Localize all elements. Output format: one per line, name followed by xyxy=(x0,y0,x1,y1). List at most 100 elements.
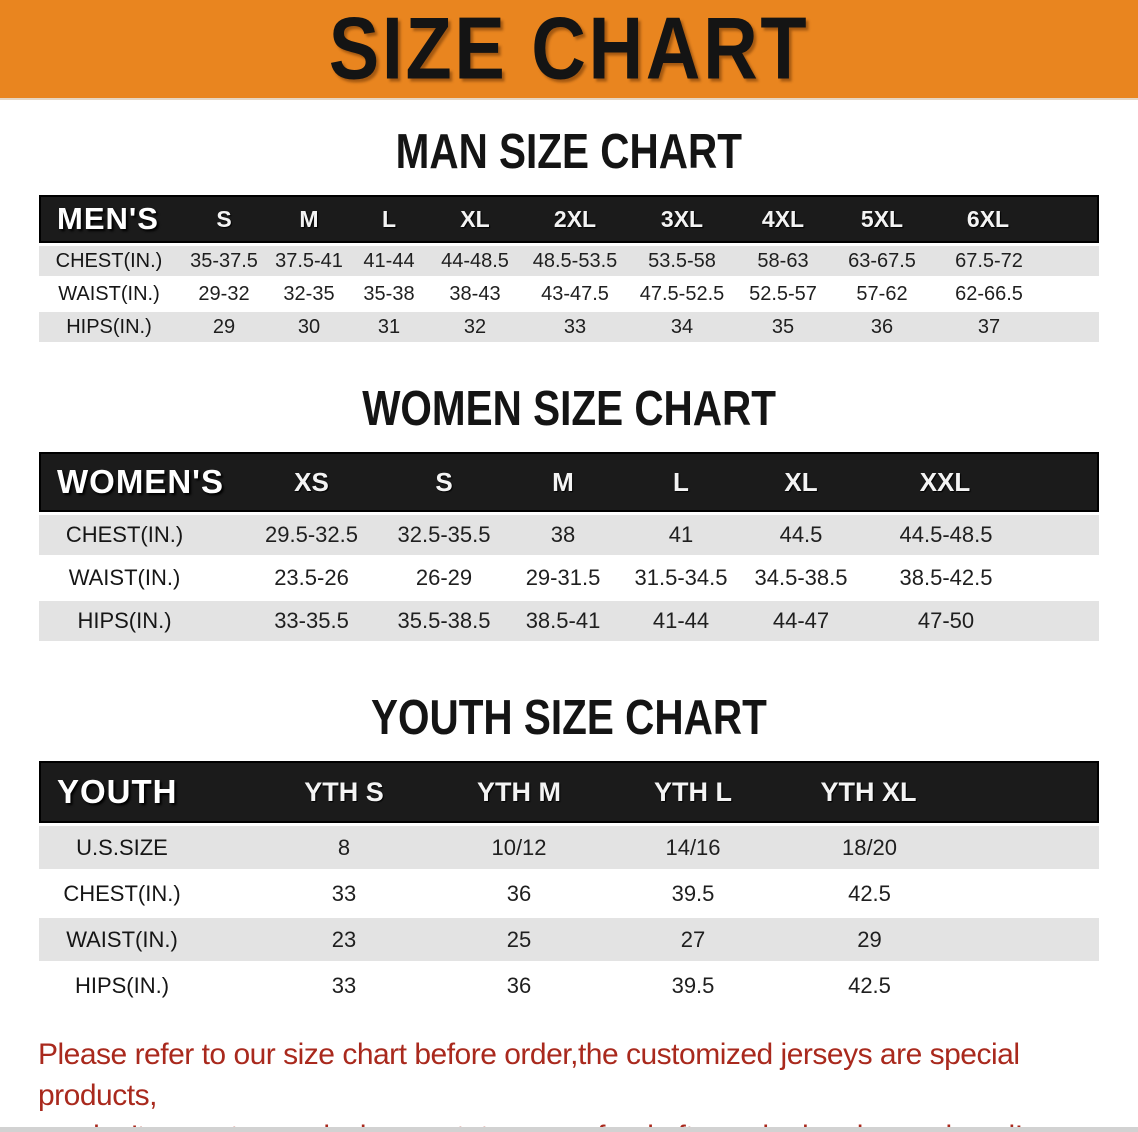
row-label: WAIST(IN.) xyxy=(68,565,181,590)
row-label: U.S.SIZE xyxy=(76,834,168,860)
size-value-cell: 32-35 xyxy=(283,282,335,305)
size-value-cell: 37.5-41 xyxy=(275,249,343,272)
size-value-cell: 29 xyxy=(857,926,882,952)
size-value-cell: 52.5-57 xyxy=(749,282,817,305)
men-chest-row: CHEST(IN.) 35-37.5 37.5-41 41-44 44-48.5… xyxy=(39,246,1099,276)
size-value-cell: 67.5-72 xyxy=(955,249,1023,272)
size-value-cell: 29.5-32.5 xyxy=(265,522,358,547)
row-label: WAIST(IN.) xyxy=(66,926,178,952)
size-value-cell: 41-44 xyxy=(652,608,710,633)
size-value-cell: 10/12 xyxy=(491,834,547,860)
youth-ussize-row: U.S.SIZE 8 10/12 14/16 18/20 xyxy=(39,826,1099,869)
size-column-header: YTH S xyxy=(244,761,444,823)
footer-note: Please refer to our size chart before or… xyxy=(38,1034,1100,1132)
size-value-cell: 32 xyxy=(463,315,487,338)
size-value-cell: 33 xyxy=(331,972,357,998)
size-column-header: L xyxy=(622,452,740,512)
size-value-cell: 44-48.5 xyxy=(441,249,509,272)
women-chest-row: CHEST(IN.) 29.5-32.5 32.5-35.5 38 41 44.… xyxy=(39,515,1099,555)
size-value-cell: 44.5 xyxy=(779,522,823,547)
size-value-cell: 38-43 xyxy=(449,282,501,305)
size-column-header: S xyxy=(384,452,504,512)
size-column-header: M xyxy=(269,195,349,243)
row-label: HIPS(IN.) xyxy=(74,972,170,998)
size-column-header: S xyxy=(179,195,269,243)
youth-waist-row: WAIST(IN.) 23 25 27 29 xyxy=(39,918,1099,961)
footer-line-1: Please refer to our size chart before or… xyxy=(38,1038,1020,1112)
size-value-cell: 39.5 xyxy=(671,972,715,998)
youth-hips-row: HIPS(IN.) 33 36 39.5 42.5 xyxy=(39,964,1099,1007)
youth-chest-row: CHEST(IN.) 33 36 39.5 42.5 xyxy=(39,872,1099,915)
row-label: WAIST(IN.) xyxy=(58,282,160,305)
size-value-cell: 41-44 xyxy=(363,249,415,272)
size-value-cell: 33 xyxy=(563,315,587,338)
size-value-cell: 35-37.5 xyxy=(190,249,258,272)
size-column-header: 3XL xyxy=(629,195,735,243)
men-waist-row: WAIST(IN.) 29-32 32-35 35-38 38-43 43-47… xyxy=(39,279,1099,309)
size-value-cell: 38.5-42.5 xyxy=(899,565,993,590)
size-value-cell: 26-29 xyxy=(415,565,473,590)
size-column-header: YTH M xyxy=(444,761,594,823)
size-column-header: XS xyxy=(239,452,384,512)
size-value-cell: 8 xyxy=(337,834,351,860)
women-header-row: WOMEN'S XS S M L XL XXL xyxy=(39,452,1099,512)
size-value-cell: 30 xyxy=(297,315,321,338)
size-column-header: 4XL xyxy=(735,195,831,243)
size-value-cell: 36 xyxy=(506,880,532,906)
men-header-row: MEN'S S M L XL 2XL 3XL 4XL 5XL 6XL xyxy=(39,195,1099,243)
row-label: HIPS(IN.) xyxy=(77,608,172,633)
size-value-cell: 35-38 xyxy=(363,282,415,305)
size-value-cell: 34.5-38.5 xyxy=(754,565,848,590)
row-label: CHEST(IN.) xyxy=(63,880,181,906)
size-value-cell: 35.5-38.5 xyxy=(397,608,491,633)
size-value-cell: 29-32 xyxy=(198,282,250,305)
size-value-cell: 42.5 xyxy=(848,972,891,998)
size-value-cell: 41 xyxy=(668,522,694,547)
youth-size-table: YOUTH YTH S YTH M YTH L YTH XL U.S.SIZE … xyxy=(39,758,1099,1010)
size-value-cell: 33 xyxy=(331,880,357,906)
women-hips-row: HIPS(IN.) 33-35.5 35.5-38.5 38.5-41 41-4… xyxy=(39,601,1099,641)
women-size-table: WOMEN'S XS S M L XL XXL CHEST(IN.) 29.5-… xyxy=(39,449,1099,644)
size-column-header: 5XL xyxy=(831,195,933,243)
women-waist-row: WAIST(IN.) 23.5-26 26-29 29-31.5 31.5-34… xyxy=(39,558,1099,598)
size-column-header: YTH L xyxy=(594,761,792,823)
youth-header-row: YOUTH YTH S YTH M YTH L YTH XL xyxy=(39,761,1099,823)
men-section-title: MAN SIZE CHART xyxy=(395,123,743,179)
size-column-header: 6XL xyxy=(933,195,1099,243)
size-value-cell: 29-31.5 xyxy=(525,565,601,590)
youth-section-title: YOUTH SIZE CHART xyxy=(371,689,767,745)
row-label: HIPS(IN.) xyxy=(66,315,152,338)
size-value-cell: 25 xyxy=(506,926,532,952)
size-value-cell: 31 xyxy=(377,315,401,338)
size-value-cell: 43-47.5 xyxy=(541,282,609,305)
size-value-cell: 39.5 xyxy=(671,880,715,906)
size-column-header: XL xyxy=(429,195,521,243)
size-value-cell: 44.5-48.5 xyxy=(899,522,993,547)
row-label: CHEST(IN.) xyxy=(55,249,163,272)
size-value-cell: 48.5-53.5 xyxy=(532,249,618,272)
men-hips-row: HIPS(IN.) 29 30 31 32 33 34 35 36 37 xyxy=(39,312,1099,342)
size-value-cell: 62-66.5 xyxy=(955,282,1023,305)
size-column-header: 2XL xyxy=(521,195,629,243)
size-value-cell: 47.5-52.5 xyxy=(639,282,725,305)
size-column-header: L xyxy=(349,195,429,243)
size-column-header: XXL xyxy=(862,452,1099,512)
men-corner-label: MEN'S xyxy=(39,195,179,243)
size-value-cell: 37 xyxy=(977,315,1001,338)
size-value-cell: 38 xyxy=(550,522,576,547)
bottom-edge-shadow xyxy=(0,1127,1138,1132)
youth-corner-label: YOUTH xyxy=(39,761,244,823)
size-value-cell: 53.5-58 xyxy=(648,249,716,272)
size-value-cell: 42.5 xyxy=(848,880,891,906)
size-value-cell: 23.5-26 xyxy=(274,565,349,590)
size-value-cell: 58-63 xyxy=(757,249,809,272)
size-value-cell: 36 xyxy=(870,315,894,338)
size-column-header: YTH XL xyxy=(792,761,1099,823)
banner: SIZE CHART xyxy=(0,0,1138,100)
women-corner-label: WOMEN'S xyxy=(39,452,239,512)
size-value-cell: 14/16 xyxy=(665,834,721,860)
size-value-cell: 47-50 xyxy=(917,608,975,633)
row-label: CHEST(IN.) xyxy=(65,522,184,547)
size-value-cell: 23 xyxy=(331,926,357,952)
